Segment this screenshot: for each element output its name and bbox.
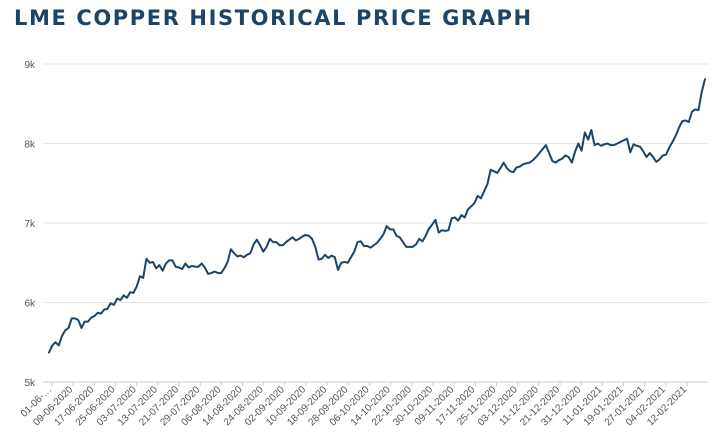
y-tick-label: 7k [24, 219, 36, 230]
y-tick-label: 5k [24, 378, 36, 389]
series-layer [48, 78, 706, 354]
y-tick-label: 8k [24, 140, 36, 151]
y-tick-label: 9k [24, 60, 36, 71]
grid-lines [43, 63, 708, 383]
y-axis: 5k 6k 7k 8k 9k [24, 60, 36, 389]
x-axis: 01-06-…09-06-202017-06-202025-06-202003-… [19, 382, 689, 428]
y-tick-label: 6k [24, 299, 36, 310]
chart-title: LME COPPER HISTORICAL PRICE GRAPH [14, 6, 533, 30]
series-line-copper-price [48, 78, 706, 354]
